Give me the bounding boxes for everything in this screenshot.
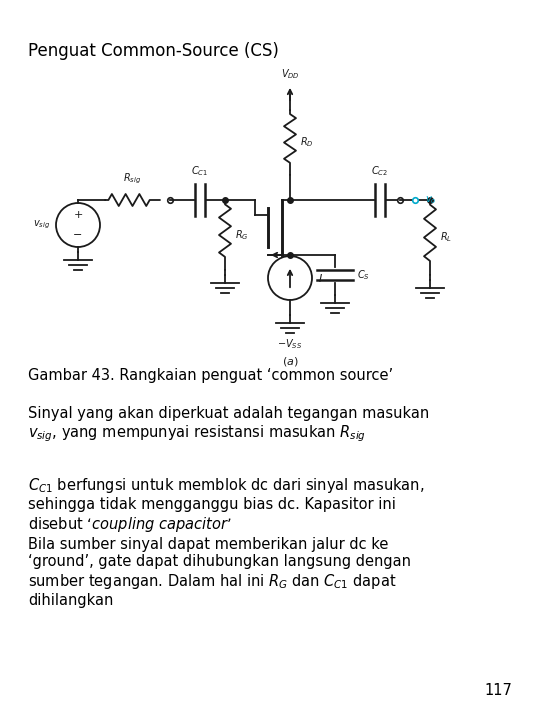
Text: $R_L$: $R_L$ [440,230,452,244]
Text: $v_o$: $v_o$ [425,194,437,206]
Text: $C_S$: $C_S$ [357,268,370,282]
Text: $R_D$: $R_D$ [300,135,314,149]
Text: $C_{C1}$ berfungsi untuk memblok dc dari sinyal masukan,
sehingga tidak menggang: $C_{C1}$ berfungsi untuk memblok dc dari… [28,476,424,608]
Text: $V_{DD}$: $V_{DD}$ [281,67,299,81]
Text: $-V_{SS}$: $-V_{SS}$ [278,337,302,351]
Text: $C_{C1}$: $C_{C1}$ [191,164,208,178]
Text: 117: 117 [484,683,512,698]
Text: Gambar 43. Rangkaian penguat ‘common source’: Gambar 43. Rangkaian penguat ‘common sou… [28,368,393,383]
Text: $(a)$: $(a)$ [282,355,298,368]
Text: −: − [73,230,83,240]
Text: $C_{C2}$: $C_{C2}$ [372,164,389,178]
Text: $v_{sig}$: $v_{sig}$ [33,219,50,231]
Text: $R_{sig}$: $R_{sig}$ [123,171,141,186]
Text: Sinyal yang akan diperkuat adalah tegangan masukan
$v_{sig}$, yang mempunyai res: Sinyal yang akan diperkuat adalah tegang… [28,406,429,444]
Text: +: + [73,210,83,220]
Text: $R_G$: $R_G$ [235,228,248,242]
Text: $I$: $I$ [318,272,323,284]
Text: Penguat Common-Source (CS): Penguat Common-Source (CS) [28,42,279,60]
